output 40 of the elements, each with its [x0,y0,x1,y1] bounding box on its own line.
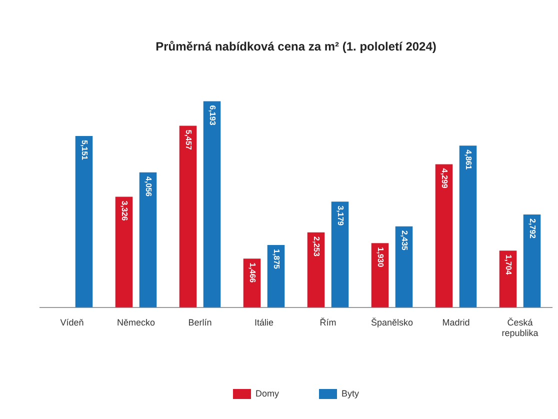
bar [459,146,477,308]
data-label: 2,435 [400,230,409,251]
data-label: 1,704 [504,254,513,276]
bar [435,164,453,308]
chart-title: Průměrná nabídková cena za m² (1. pololetí 2024) [156,40,436,54]
legend-label: Domy [255,388,280,398]
legend-label: Byty [342,388,360,398]
x-tick-label: Itálie [254,317,274,328]
data-label: 4,861 [464,150,473,170]
x-tick-label: Madrid [442,317,470,328]
bar [203,101,221,308]
bar [395,226,413,308]
data-label: 3,326 [120,200,129,222]
data-label: 1,930 [376,247,385,268]
x-tick-label: Berlín [188,317,212,328]
bar [371,243,389,308]
x-tick-label: Česká republika [502,317,538,338]
x-tick-label: Řím [320,317,336,328]
data-label: 4,299 [440,168,449,189]
data-label: 3,179 [336,206,345,226]
data-label: 2,253 [312,236,321,257]
bar [115,196,133,308]
x-tick-label: Německo [116,317,156,328]
bar [75,136,93,308]
bar [331,202,349,308]
bar [179,126,197,308]
data-label: 5,457 [184,130,193,150]
data-label: 5,151 [80,140,89,161]
data-label: 6,193 [208,105,217,126]
data-label: 1,875 [272,248,281,270]
bar [267,244,285,308]
x-tick-label: Vídeň [60,317,84,328]
data-label: 1,466 [248,262,257,284]
data-label: 2,792 [528,218,537,240]
bar [307,232,325,308]
bar [523,214,541,308]
bar [139,172,157,308]
x-tick-label: Španělsko [370,317,414,328]
bar [499,250,517,308]
data-label: 4,056 [144,176,153,197]
